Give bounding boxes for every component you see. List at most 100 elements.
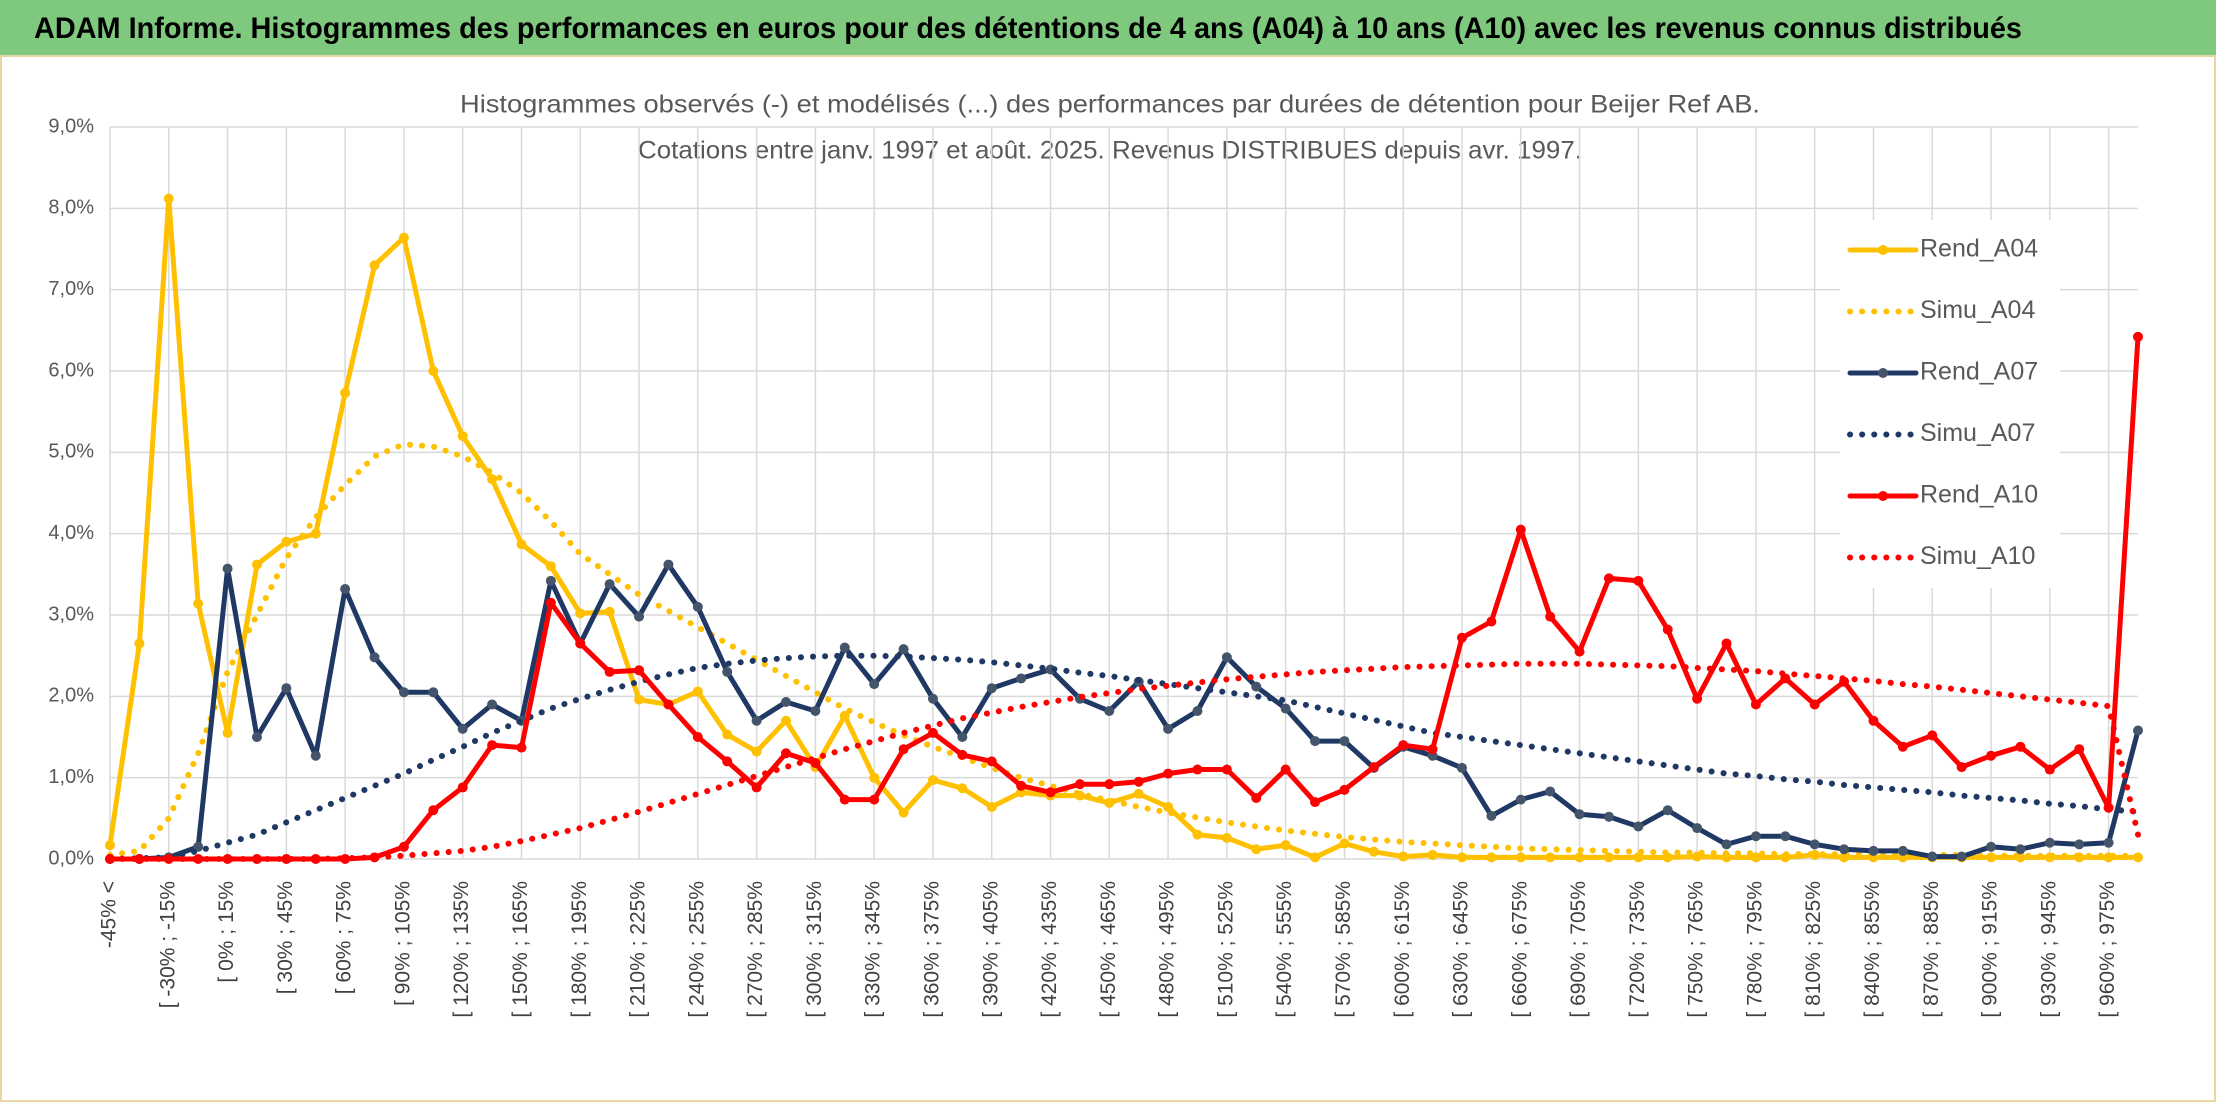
data-point (1692, 693, 1703, 704)
data-point (663, 559, 674, 570)
data-point (487, 740, 498, 751)
y-tick-label: 9,0% (48, 115, 94, 137)
data-point (163, 193, 174, 204)
x-tick-label: [ 270% ; 285% (744, 881, 767, 1018)
x-tick-label: [ 810% ; 825% (1802, 881, 1825, 1018)
data-point (1280, 703, 1291, 714)
x-tick-label: [ 780% ; 795% (1743, 881, 1766, 1018)
data-point (1750, 831, 1761, 842)
data-point (251, 732, 262, 742)
data-point (869, 772, 880, 783)
data-point (1427, 849, 1438, 860)
data-point (1310, 736, 1321, 747)
data-point (1339, 838, 1350, 849)
x-tick-label: [ 960% ; 975% (2096, 881, 2119, 1018)
data-point (516, 539, 527, 550)
data-point (810, 705, 821, 716)
data-point (1486, 616, 1497, 627)
data-point (663, 699, 674, 710)
data-point (134, 638, 145, 649)
legend-marker (1878, 491, 1888, 501)
data-point (1603, 852, 1614, 863)
data-point (1486, 852, 1497, 863)
x-tick-label: [ 390% ; 405% (979, 881, 1002, 1018)
legend-label: Rend_A07 (1920, 358, 2038, 386)
data-point (927, 727, 938, 738)
data-point (457, 723, 468, 734)
frame (0, 55, 2216, 1102)
data-point (1280, 840, 1291, 851)
data-point (1721, 839, 1732, 850)
data-point (1457, 852, 1467, 863)
data-point (927, 775, 938, 786)
data-point (1574, 646, 1585, 657)
data-point (1016, 673, 1027, 684)
legend-marker (1878, 368, 1888, 378)
data-point (722, 756, 733, 767)
data-point (2044, 837, 2055, 848)
data-point (604, 666, 615, 677)
data-point (1104, 705, 1115, 716)
data-point (428, 366, 439, 376)
header-title: ADAM Informe. Histogrammes des performan… (34, 12, 2022, 45)
data-point (281, 536, 292, 547)
data-point (839, 794, 850, 805)
legend-box (1840, 220, 2060, 588)
data-point (1839, 844, 1850, 855)
header-bar (0, 0, 2216, 56)
data-point (1398, 740, 1409, 751)
data-point (340, 854, 351, 864)
data-point (1574, 809, 1585, 820)
data-point (1427, 744, 1438, 755)
data-point (1192, 764, 1203, 775)
data-point (1133, 776, 1144, 787)
data-point (398, 841, 409, 852)
data-point (457, 431, 468, 442)
y-tick-label: 3,0% (48, 603, 94, 625)
data-point (1368, 762, 1379, 773)
data-point (839, 642, 850, 653)
data-point (1633, 852, 1644, 863)
data-point (1457, 632, 1467, 643)
data-point (1221, 652, 1232, 663)
x-tick-label: [ 180% ; 195% (568, 881, 591, 1018)
data-point (2044, 764, 2055, 775)
data-point (1809, 839, 1820, 850)
x-tick-label: [ 660% ; 675% (1508, 881, 1531, 1018)
data-point (1251, 681, 1262, 692)
x-tick-label: [ 720% ; 735% (1626, 881, 1649, 1018)
data-point (1398, 851, 1409, 862)
x-tick-label: [ 300% ; 315% (803, 881, 826, 1018)
legend: Rend_A04 Simu_A04 Rend_A07 Simu_A07 Rend_A10… (1840, 220, 2060, 588)
x-tick-label: [ 570% ; 585% (1332, 881, 1355, 1018)
legend-label: Simu_A04 (1920, 296, 2035, 324)
data-point (1662, 805, 1673, 816)
data-point (898, 744, 909, 755)
data-point (1986, 841, 1997, 852)
y-tick-label: 1,0% (48, 766, 94, 788)
chart-title: Histogrammes observés (-) et modélisés (… (460, 91, 1760, 119)
data-point (1927, 851, 1938, 862)
data-point (2015, 741, 2026, 752)
data-point (957, 749, 968, 760)
data-point (1603, 811, 1614, 822)
data-point (516, 742, 527, 753)
x-tick-label: [ 360% ; 375% (921, 881, 944, 1018)
data-point (1221, 832, 1232, 843)
data-point (105, 840, 115, 851)
data-point (1221, 764, 1232, 775)
data-point (134, 854, 145, 864)
data-point (1486, 810, 1497, 821)
data-point (869, 794, 880, 805)
data-point (2074, 744, 2085, 755)
data-point (751, 746, 762, 757)
data-point (281, 854, 292, 864)
x-tick-label: [ 870% ; 885% (1920, 881, 1943, 1018)
data-point (722, 666, 733, 677)
data-point (1192, 829, 1203, 840)
data-point (1104, 779, 1115, 790)
data-point (839, 710, 850, 721)
data-point (986, 756, 997, 767)
plot (105, 193, 2143, 864)
